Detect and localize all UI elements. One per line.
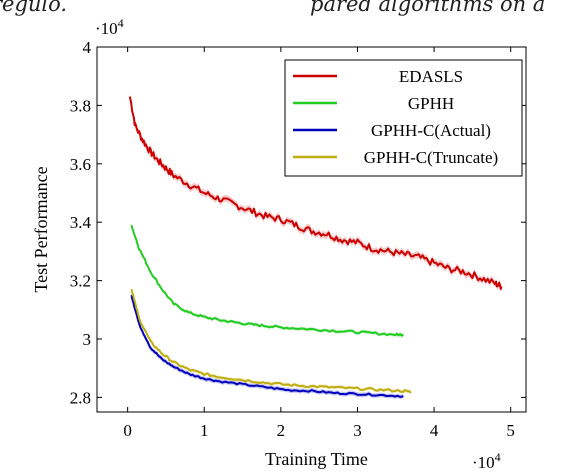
series-line-2 [130,224,404,337]
legend-label-2: GPHH [408,94,454,113]
legend-label-4: GPHH-C(Truncate) [364,148,498,167]
legend-label-1: EDASLS [399,67,463,86]
legend: EDASLS GPHH GPHH-C(Actual) GPHH-C(Truncate) [284,59,523,177]
y-tick-label: 3.6 [70,155,91,174]
series-line-1 [128,96,503,290]
y-tick-label: 3.4 [70,213,92,232]
x-tick-label: 3 [353,421,362,440]
y-tick-label: 2.8 [70,388,91,407]
confidence-band-2 [131,223,404,338]
background-text-left: regulo. [0,0,68,16]
y-tick-label: 3 [83,330,92,349]
background-text-right: pared algorithms on a [310,0,546,16]
axes-frame [96,46,527,413]
x-tick-label: 4 [430,421,439,440]
series-lines [128,96,503,398]
x-tick-label: 5 [506,421,515,440]
x-tick-label: 2 [277,421,286,440]
y-axis-multiplier: ·104 [95,16,124,38]
y-tick-label: 3.2 [70,272,91,291]
y-axis-label: Test Performance [31,166,51,292]
x-axis-label: Training Time [265,449,368,469]
axis-ticks: 0 1 2 3 4 5 2.8 3 3.2 3.4 3.6 3.8 4 [70,38,526,440]
x-tick-label: 0 [123,421,132,440]
x-tick-label: 1 [200,421,209,440]
y-tick-label: 4 [83,38,92,57]
series-line-3 [130,294,404,398]
legend-label-3: GPHH-C(Actual) [371,121,491,140]
x-axis-multiplier: ·104 [472,450,501,472]
y-tick-label: 3.8 [70,96,91,115]
series-line-4 [130,289,412,394]
